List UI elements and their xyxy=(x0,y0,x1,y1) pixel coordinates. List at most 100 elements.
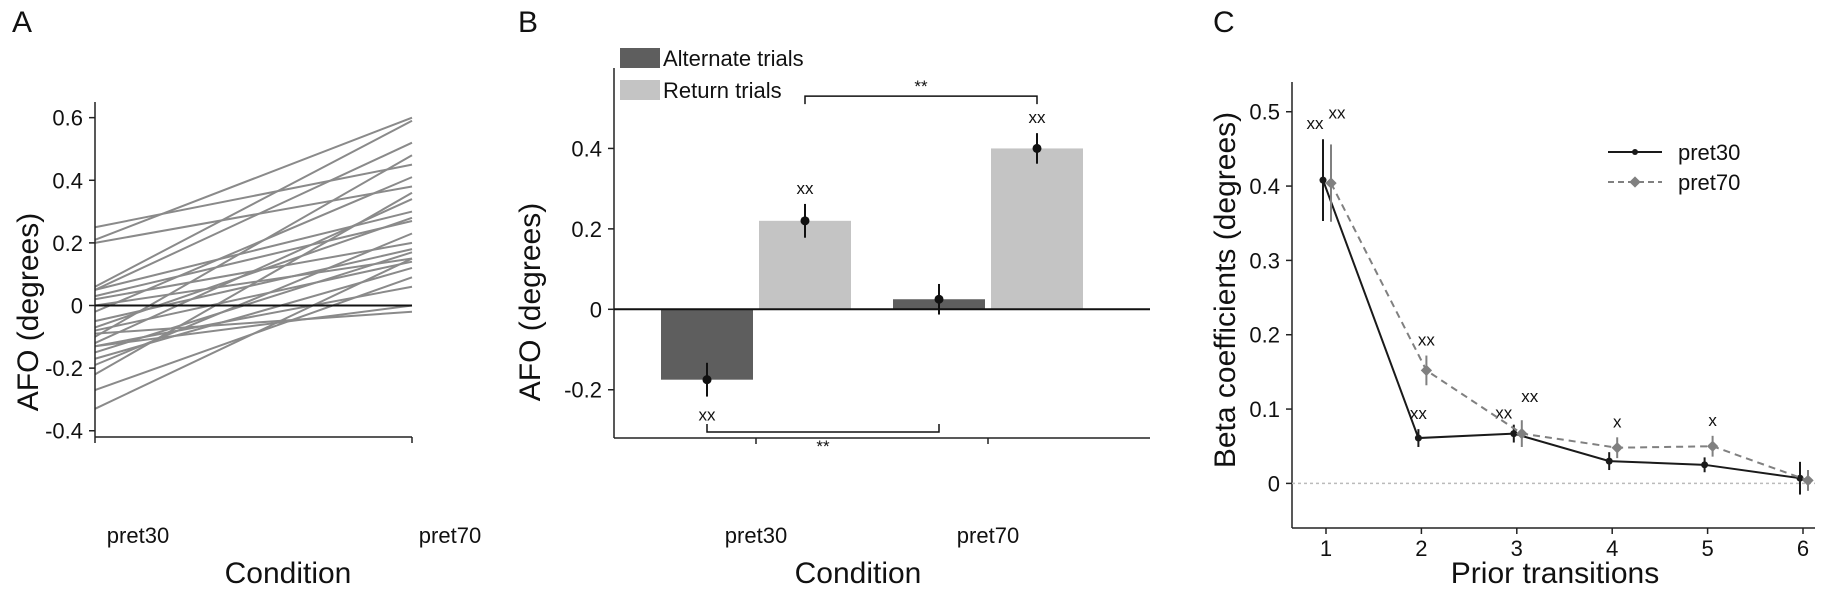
subject-line xyxy=(94,310,413,335)
legend-label-alternate: Alternate trials xyxy=(663,46,804,71)
panel-a-ytick-label: 0.2 xyxy=(52,231,83,256)
subject-line xyxy=(94,191,413,376)
panel-a-ytick-label: -0.2 xyxy=(45,356,83,381)
panel-letter-a: A xyxy=(12,6,32,39)
panel-c-ytick-label: 0 xyxy=(1268,471,1280,496)
panel-b-chart: xx xx xx -0.2 0 0.2 0.4 ** ** AFO (degrees) Co… xyxy=(514,46,1150,590)
subject-line xyxy=(94,216,413,329)
panel-b-significance: ** ** xyxy=(706,77,1038,456)
point-pret30 xyxy=(1701,461,1709,469)
significance-marker: xx xyxy=(1029,108,1047,127)
significance-label-return: ** xyxy=(914,77,928,96)
subject-line xyxy=(94,257,413,307)
panel-b-ytick-label: 0 xyxy=(590,297,602,322)
mean-point xyxy=(800,216,810,226)
panel-a-chart: -0.4 -0.2 0 0.2 0.4 0.6 AFO (degrees) Conditi… xyxy=(12,102,481,590)
significance-marker: xx xyxy=(1495,404,1513,423)
panel-b-ytick-label: -0.2 xyxy=(564,378,602,403)
point-pret30 xyxy=(1319,176,1327,184)
series-line-pret30 xyxy=(1322,179,1801,480)
panel-letter-c: C xyxy=(1213,6,1235,39)
point-pret30 xyxy=(1605,457,1613,465)
panel-a-xtick-pret70: pret70 xyxy=(419,523,481,548)
panel-c-ytick-label: 0.2 xyxy=(1249,323,1280,348)
legend-label-pret70: pret70 xyxy=(1678,170,1740,195)
significance-marker: x xyxy=(1613,412,1622,431)
panel-c-xtick-label: 5 xyxy=(1701,536,1713,561)
point-pret70 xyxy=(1611,442,1623,454)
significance-marker: xx xyxy=(797,179,815,198)
panel-c-ytick-label: 0.5 xyxy=(1249,100,1280,125)
subject-line xyxy=(94,304,413,348)
panel-b-xtick-pret70: pret70 xyxy=(957,523,1019,548)
subject-line xyxy=(94,116,413,241)
significance-bracket-alternate xyxy=(706,423,940,433)
point-pret30 xyxy=(1414,434,1422,442)
panel-c-ytick-label: 0.4 xyxy=(1249,174,1280,199)
significance-bracket-return xyxy=(804,95,1038,105)
significance-marker: xx xyxy=(699,406,717,425)
point-pret70 xyxy=(1802,474,1814,487)
panel-a-ytick-label: 0.4 xyxy=(52,168,83,193)
panel-c-ytick-label: 0.3 xyxy=(1249,248,1280,273)
panel-b-ylabel: AFO (degrees) xyxy=(514,203,547,401)
panel-a-ytick-label: 0.6 xyxy=(52,106,83,131)
panel-b-ytick-label: 0.4 xyxy=(571,136,602,161)
panel-c-ylabel: Beta coefficients (degrees) xyxy=(1209,112,1242,468)
panel-c-axes: 0 0.1 0.2 0.3 0.4 0.5 1 2 3 4 5 6 xyxy=(1249,82,1815,561)
panel-c-ytick-label: 0.1 xyxy=(1249,397,1280,422)
significance-marker: xx xyxy=(1418,331,1436,350)
panel-c-xtick-label: 4 xyxy=(1606,536,1618,561)
panel-a-xlabel: Condition xyxy=(225,557,352,590)
significance-marker: x xyxy=(1708,411,1717,430)
point-pret70 xyxy=(1706,440,1719,452)
subject-line xyxy=(94,119,413,288)
panel-c-xtick-label: 1 xyxy=(1320,536,1332,561)
panel-b-xlabel: Condition xyxy=(795,557,922,590)
legend-swatch-return xyxy=(620,80,660,100)
point-pret30 xyxy=(1796,474,1804,482)
panel-a-ylabel: AFO (degrees) xyxy=(12,213,45,411)
panel-c-xtick-label: 2 xyxy=(1415,536,1427,561)
subject-line xyxy=(94,210,413,291)
panel-letter-b: B xyxy=(518,6,538,39)
panel-b-axes: -0.2 0 0.2 0.4 xyxy=(564,68,1150,444)
point-pret30 xyxy=(1510,430,1518,438)
point-pret70 xyxy=(1420,364,1433,377)
subject-line xyxy=(94,176,413,313)
panel-a-ytick-label: -0.4 xyxy=(45,419,83,444)
series-line-pret70 xyxy=(1330,182,1809,482)
subject-line xyxy=(94,185,413,244)
legend-marker-pret70 xyxy=(1629,176,1641,188)
panel-a-axes: -0.4 -0.2 0 0.2 0.4 0.6 xyxy=(45,102,413,444)
subject-line xyxy=(94,141,413,291)
panel-b-ytick-label: 0.2 xyxy=(571,217,602,242)
panel-c-xtick-label: 3 xyxy=(1511,536,1523,561)
subject-line xyxy=(94,219,413,298)
legend-marker-pret30 xyxy=(1632,149,1638,155)
panel-a-xtick-pret30: pret30 xyxy=(107,523,169,548)
legend-swatch-alternate xyxy=(620,48,660,68)
subject-line xyxy=(94,257,413,410)
panel-c-xtick-label: 6 xyxy=(1797,536,1809,561)
subject-line xyxy=(94,163,413,229)
point-pret70 xyxy=(1516,427,1528,440)
significance-marker: xx xyxy=(1307,114,1325,133)
legend-label-return: Return trials xyxy=(663,78,782,103)
mean-point xyxy=(934,294,944,304)
panel-b-bars: xx xx xx xyxy=(661,108,1083,425)
panel-a-ytick-label: 0 xyxy=(71,294,83,319)
panel-b-xtick-pret30: pret30 xyxy=(725,523,787,548)
significance-label-alternate: ** xyxy=(816,437,830,456)
mean-point xyxy=(702,375,712,385)
legend-label-pret30: pret30 xyxy=(1678,140,1740,165)
significance-marker: xx xyxy=(1329,103,1347,122)
significance-marker: xx xyxy=(1521,387,1539,406)
subject-line xyxy=(94,251,413,354)
panel-a-subject-lines xyxy=(94,116,413,410)
mean-point xyxy=(1032,143,1042,153)
bar-return-pret70 xyxy=(991,148,1083,310)
